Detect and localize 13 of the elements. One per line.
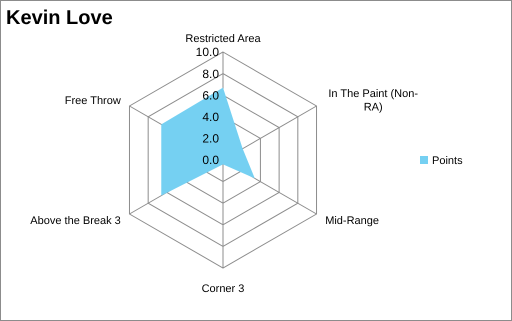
y-tick-label: 4.0 bbox=[202, 110, 220, 124]
spoke-label: Above the Break 3 bbox=[30, 214, 121, 227]
y-tick-label: 10.0 bbox=[196, 45, 220, 60]
spoke-label: In The Paint (Non-RA) bbox=[328, 88, 418, 114]
spoke-label: Restricted Area bbox=[185, 32, 262, 45]
y-tick-label: 0.0 bbox=[202, 153, 220, 168]
y-tick-label: 8.0 bbox=[202, 66, 220, 81]
legend-label: Points bbox=[432, 154, 464, 167]
y-tick-label: 2.0 bbox=[202, 132, 220, 146]
spoke-label: Free Throw bbox=[64, 94, 121, 107]
spoke-label: Corner 3 bbox=[202, 282, 244, 295]
chart-title: Kevin Love bbox=[6, 7, 113, 29]
spoke-label: Mid-Range bbox=[325, 214, 380, 227]
